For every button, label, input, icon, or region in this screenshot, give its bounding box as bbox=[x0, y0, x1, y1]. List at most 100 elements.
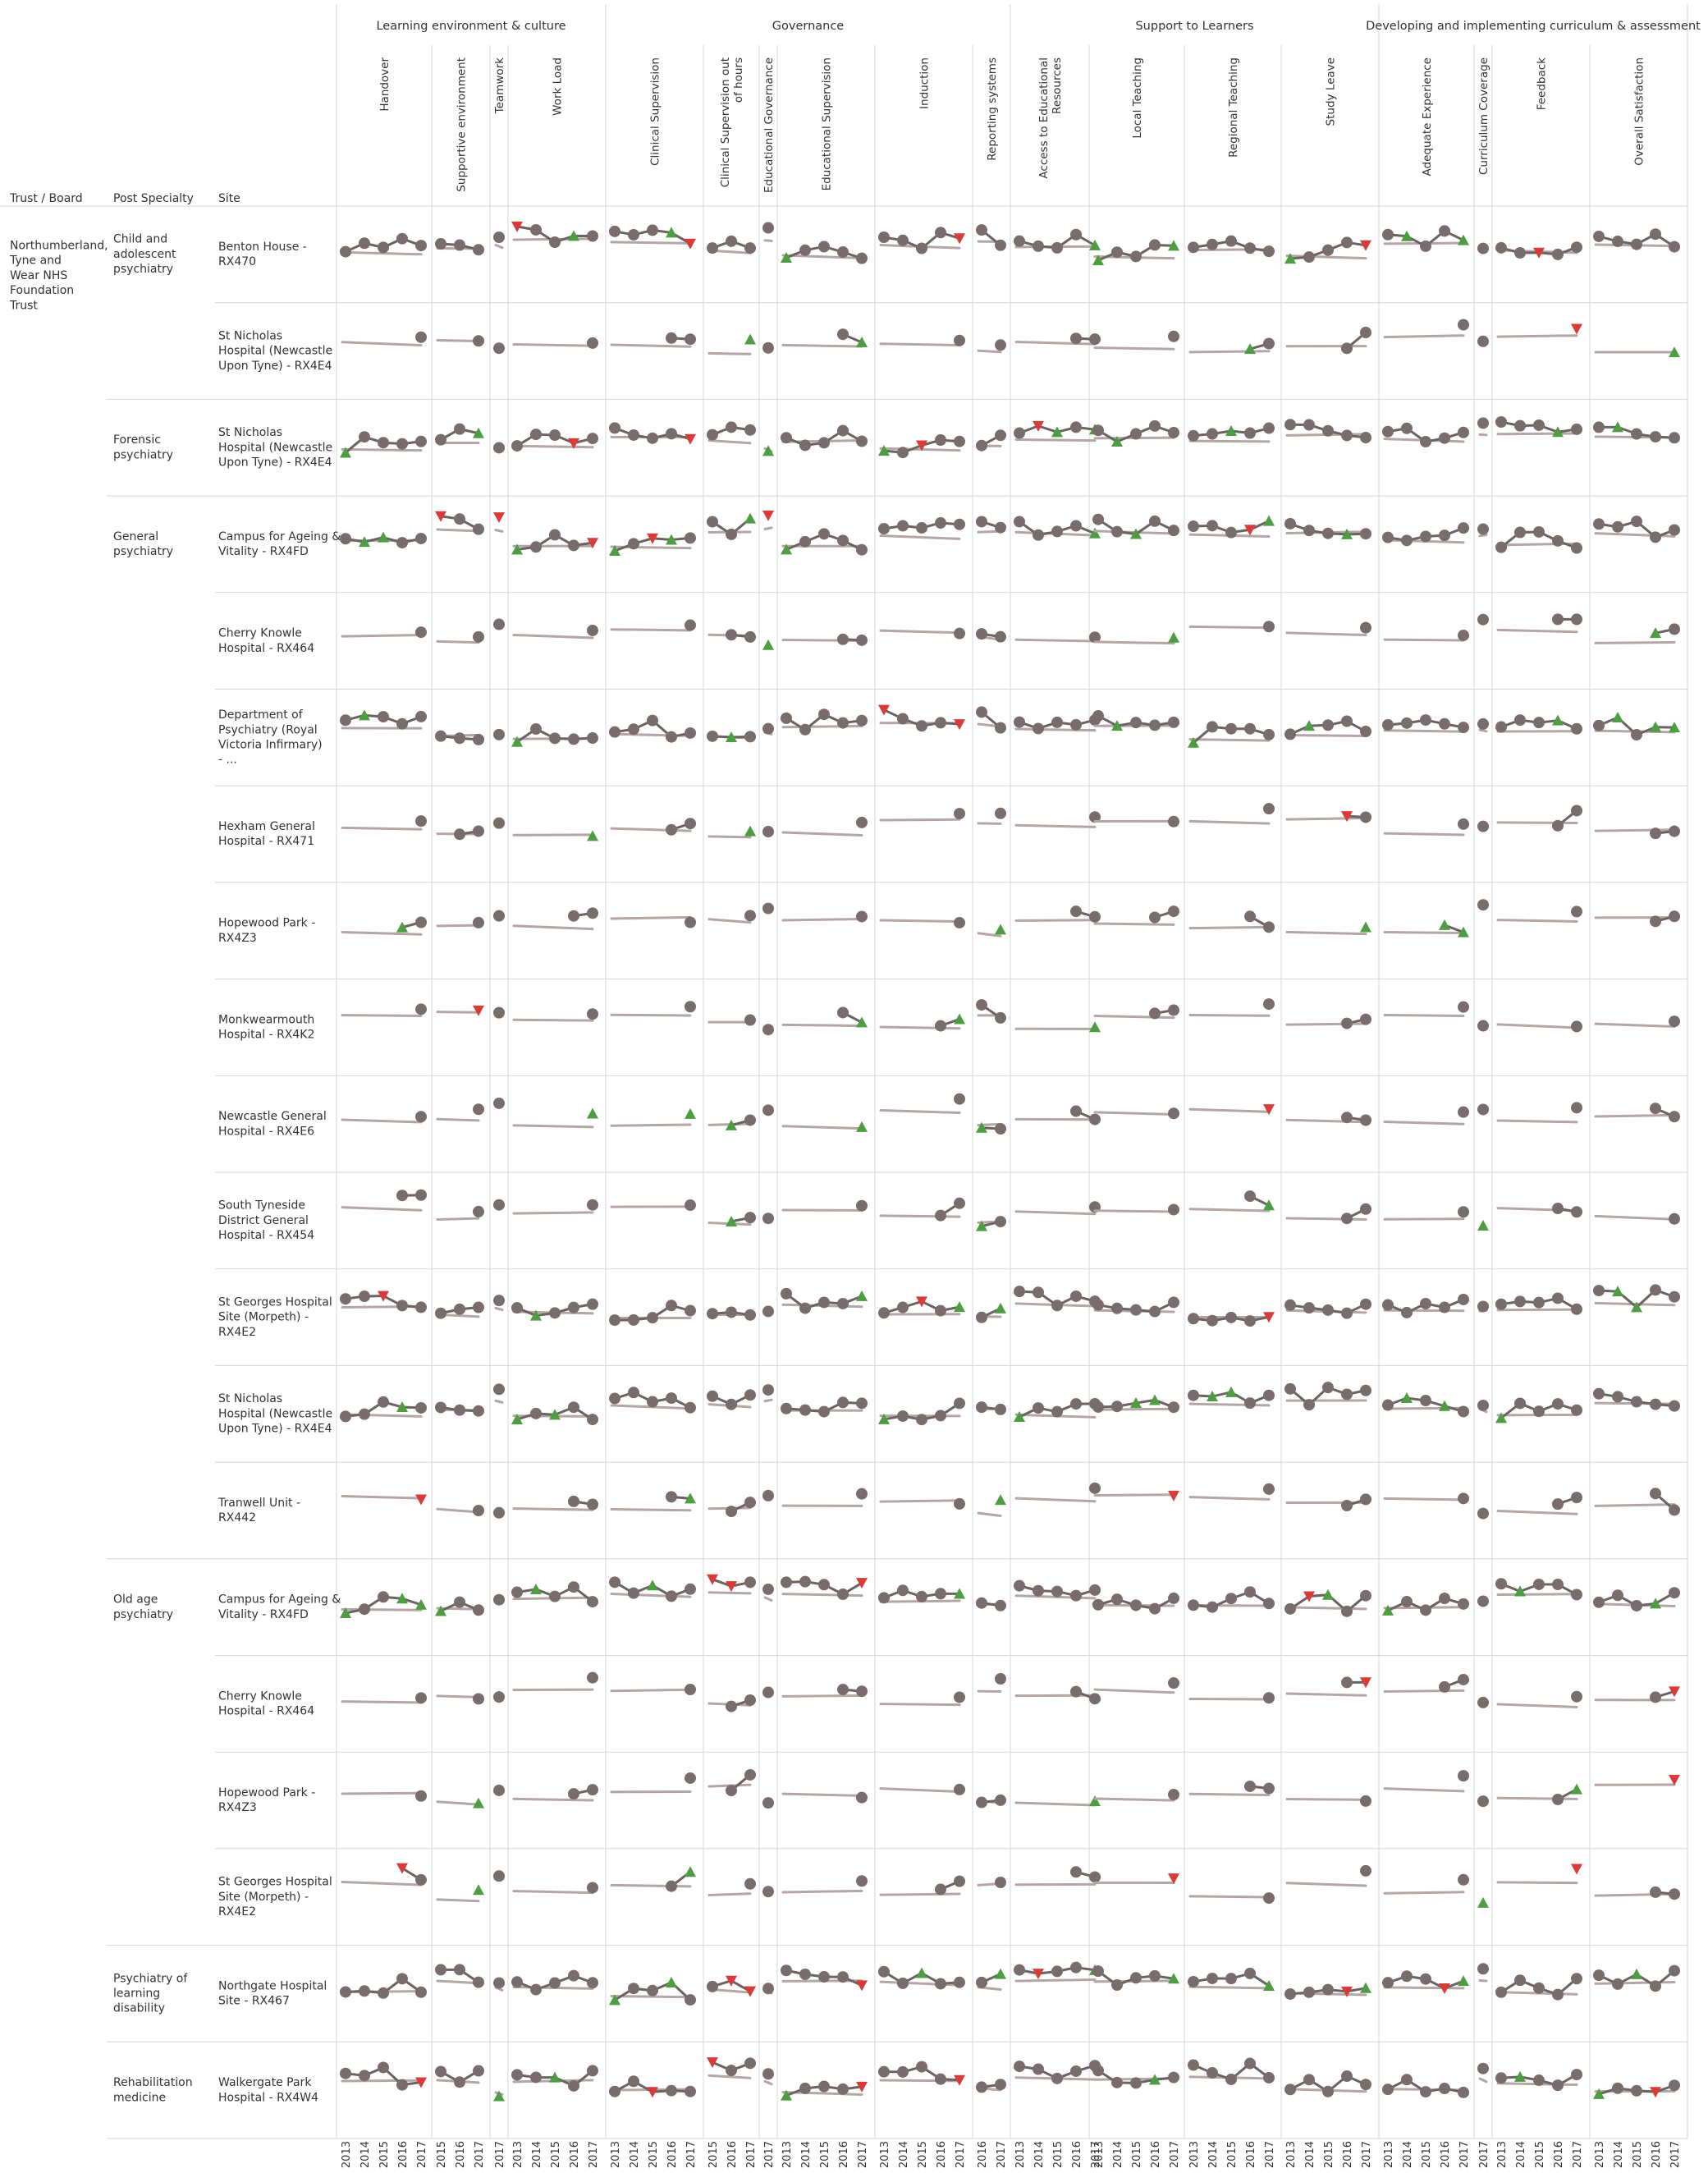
benchmark-line bbox=[977, 349, 1002, 354]
data-point bbox=[435, 238, 446, 250]
benchmark-line bbox=[763, 2079, 773, 2086]
benchmark-line bbox=[1014, 1694, 1097, 1698]
data-point bbox=[799, 1302, 811, 1314]
above-outlier-marker bbox=[1225, 1386, 1237, 1397]
data-point bbox=[856, 1791, 868, 1804]
benchmark-line bbox=[1285, 1882, 1367, 1887]
data-point bbox=[1092, 1965, 1104, 1978]
data-point bbox=[609, 1576, 620, 1588]
trust-header: Trust / Board bbox=[9, 192, 83, 205]
above-outlier-marker bbox=[1593, 2088, 1605, 2099]
data-point bbox=[995, 1599, 1006, 1611]
benchmark-line bbox=[1188, 350, 1271, 354]
data-point bbox=[818, 1296, 830, 1309]
year-tick-label: 2013 bbox=[1594, 2141, 1606, 2168]
data-point bbox=[1168, 1677, 1179, 1689]
data-point bbox=[726, 1398, 737, 1410]
data-point bbox=[976, 706, 987, 718]
data-point bbox=[1207, 520, 1218, 532]
data-point bbox=[1263, 1692, 1275, 1704]
data-point bbox=[396, 1300, 408, 1312]
indicator-label: Work Load bbox=[552, 57, 565, 116]
data-point bbox=[954, 1397, 965, 1410]
data-point bbox=[726, 528, 737, 540]
benchmark-line bbox=[1496, 1593, 1578, 1597]
year-tick-label: 2016 bbox=[397, 2141, 410, 2168]
data-point bbox=[549, 429, 561, 442]
above-outlier-marker bbox=[415, 1598, 427, 1610]
data-point bbox=[1303, 2074, 1315, 2086]
below-outlier-marker bbox=[415, 2077, 427, 2088]
data-point bbox=[744, 1309, 756, 1321]
benchmark-line bbox=[879, 1214, 961, 1218]
data-point bbox=[1650, 915, 1661, 928]
below-outlier-marker bbox=[647, 2087, 658, 2098]
data-point bbox=[493, 1199, 505, 1211]
above-outlier-marker bbox=[493, 2090, 505, 2102]
year-tick-label: 2015 bbox=[1052, 2141, 1065, 2168]
benchmark-line bbox=[341, 1791, 423, 1795]
data-point bbox=[897, 2065, 909, 2078]
data-point bbox=[1631, 1599, 1642, 1611]
below-outlier-marker bbox=[707, 2057, 718, 2069]
benchmark-line bbox=[1093, 346, 1175, 351]
data-point bbox=[897, 713, 909, 725]
benchmark-line bbox=[610, 827, 692, 832]
data-point bbox=[1168, 525, 1179, 537]
data-point bbox=[685, 727, 696, 739]
data-point bbox=[685, 1401, 696, 1414]
data-point bbox=[493, 1870, 505, 1882]
year-tick-label: 2015 bbox=[648, 2141, 660, 2168]
data-point bbox=[685, 619, 696, 631]
data-point bbox=[954, 1197, 965, 1209]
data-point bbox=[1571, 1973, 1582, 1985]
site-label: St Nicholas bbox=[218, 329, 282, 342]
data-point bbox=[897, 447, 909, 459]
data-point bbox=[856, 1199, 868, 1212]
above-outlier-marker bbox=[954, 1013, 965, 1025]
benchmark-line bbox=[1383, 1497, 1465, 1501]
data-point bbox=[1051, 716, 1063, 728]
data-point bbox=[493, 910, 505, 922]
data-point bbox=[454, 1596, 465, 1608]
trust-label: Northumberland, bbox=[10, 240, 108, 253]
benchmark-line bbox=[879, 818, 961, 822]
data-point bbox=[685, 1583, 696, 1595]
data-point bbox=[762, 1797, 774, 1809]
data-point bbox=[856, 910, 868, 923]
data-point bbox=[799, 723, 811, 736]
site-label: Hospital - RX4W4 bbox=[218, 2091, 318, 2104]
year-tick-label: 2015 bbox=[707, 2141, 720, 2168]
above-outlier-marker bbox=[995, 1302, 1006, 1313]
benchmark-line bbox=[1285, 733, 1367, 738]
data-point bbox=[995, 1794, 1006, 1806]
data-point bbox=[359, 1985, 370, 1997]
specialty-header: Post Specialty bbox=[113, 192, 194, 205]
data-point bbox=[818, 437, 830, 449]
above-outlier-marker bbox=[666, 227, 677, 238]
data-point bbox=[781, 1402, 792, 1414]
benchmark-line bbox=[1496, 919, 1578, 923]
data-point bbox=[976, 2081, 987, 2093]
data-point bbox=[1014, 516, 1025, 528]
data-point bbox=[1458, 1206, 1469, 1218]
above-outlier-marker bbox=[1111, 720, 1123, 731]
data-point bbox=[1168, 2071, 1179, 2084]
data-point bbox=[1669, 825, 1680, 837]
above-outlier-marker bbox=[609, 1994, 620, 2006]
data-point bbox=[976, 224, 987, 236]
above-outlier-marker bbox=[1360, 1982, 1371, 1993]
benchmark-line bbox=[879, 342, 961, 346]
data-point bbox=[435, 433, 446, 446]
specialty-label: psychiatry bbox=[113, 1608, 173, 1621]
data-point bbox=[837, 2083, 849, 2095]
data-point bbox=[435, 1964, 446, 1976]
data-point bbox=[568, 1495, 579, 1507]
data-point bbox=[995, 521, 1006, 534]
site-label: Upon Tyne) - RX4E4 bbox=[218, 1423, 332, 1436]
specialty-label: psychiatry bbox=[113, 263, 173, 276]
data-point bbox=[1303, 251, 1315, 264]
benchmark-line bbox=[781, 343, 863, 348]
data-point bbox=[1111, 1401, 1123, 1413]
data-point bbox=[995, 429, 1006, 442]
